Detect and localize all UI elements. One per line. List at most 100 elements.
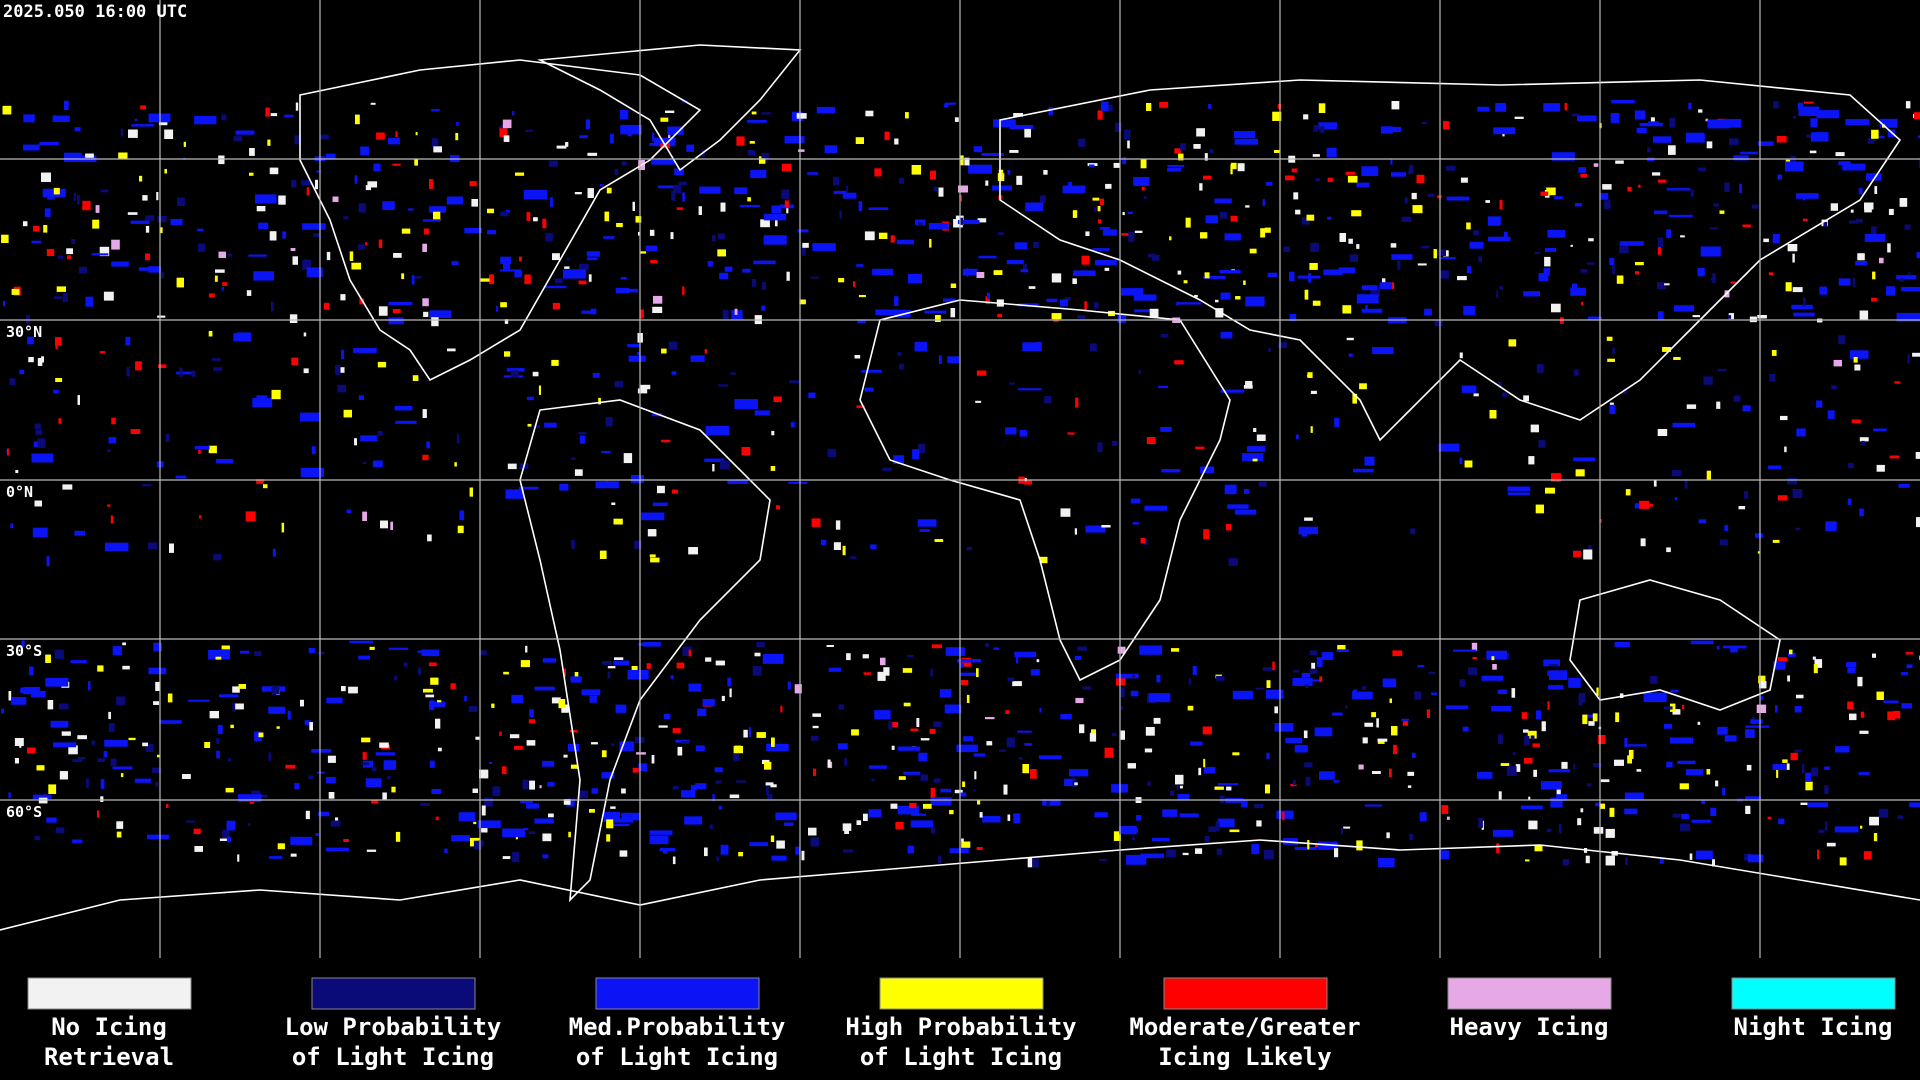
icing-pixel (556, 145, 567, 149)
icing-pixel (1871, 226, 1877, 234)
icing-pixel (450, 683, 456, 690)
icing-pixel (716, 856, 719, 861)
icing-pixel (1879, 118, 1898, 128)
icing-pixel (1816, 110, 1840, 119)
icing-pixel (1809, 150, 1817, 154)
icing-pixel (1409, 834, 1413, 840)
icing-pixel (1796, 193, 1819, 199)
icing-pixel (1309, 650, 1318, 656)
icing-pixel (1127, 763, 1136, 769)
icing-pixel (370, 102, 376, 105)
icing-pixel (187, 699, 210, 702)
icing-pixel (1209, 149, 1214, 154)
icing-pixel (393, 253, 402, 258)
icing-pixel (1536, 364, 1544, 373)
icing-pixel (1336, 649, 1349, 652)
icing-pixel (265, 107, 270, 117)
icing-pixel (945, 647, 965, 656)
icing-pixel (1797, 102, 1804, 110)
icing-pixel (734, 399, 758, 409)
icing-pixel (621, 788, 626, 794)
icing-pixel (437, 747, 442, 752)
icing-pixel (1421, 245, 1430, 249)
icing-pixel (1119, 825, 1137, 835)
icing-pixel (1310, 426, 1313, 433)
icing-pixel (606, 834, 611, 842)
icing-pixel (1496, 843, 1500, 854)
icing-pixel (1605, 828, 1615, 838)
icing-pixel (621, 812, 641, 821)
icing-pixel (1219, 212, 1227, 219)
icing-pixel (1356, 244, 1360, 249)
icing-pixel (359, 298, 365, 305)
icing-pixel (330, 820, 341, 827)
icing-pixel (1588, 238, 1594, 242)
icing-pixel (128, 737, 136, 741)
icing-pixel (1855, 261, 1868, 266)
icing-pixel (1167, 165, 1185, 168)
icing-pixel (619, 850, 628, 857)
icing-pixel (1332, 712, 1343, 716)
icing-pixel (1535, 504, 1544, 514)
icing-pixel (729, 688, 732, 698)
icing-pixel (957, 220, 980, 225)
icing-pixel (661, 439, 671, 443)
icing-pixel (390, 521, 394, 530)
icing-pixel (1345, 171, 1355, 175)
icing-pixel (528, 831, 536, 834)
icing-pixel (632, 767, 639, 773)
icing-pixel (1742, 405, 1751, 412)
icing-pixel (1635, 262, 1644, 266)
icing-pixel (1548, 685, 1564, 690)
icing-pixel (1738, 506, 1746, 510)
icing-pixel (702, 698, 715, 707)
icing-pixel (1305, 776, 1311, 787)
icing-pixel (216, 737, 220, 744)
icing-pixel (170, 218, 183, 226)
icing-pixel (1849, 713, 1857, 721)
icing-pixel (720, 460, 730, 470)
icing-pixel (1707, 119, 1730, 129)
icing-pixel (1386, 832, 1390, 839)
icing-pixel (291, 180, 297, 188)
icing-pixel (1347, 175, 1358, 183)
icing-pixel (753, 260, 776, 265)
icing-pixel (1666, 547, 1671, 553)
icing-pixel (1586, 783, 1592, 787)
icing-pixel (1006, 737, 1015, 748)
icing-pixel (1712, 859, 1715, 867)
icing-pixel (269, 167, 279, 175)
icing-pixel (1349, 254, 1358, 262)
icing-pixel (1473, 230, 1479, 236)
icing-pixel (1528, 456, 1535, 465)
icing-pixel (871, 778, 875, 782)
icing-pixel (1794, 749, 1802, 753)
icing-pixel (489, 274, 494, 285)
icing-pixel (34, 500, 42, 507)
icing-pixel (348, 686, 358, 694)
icing-pixel (619, 110, 629, 120)
icing-pixel (1148, 693, 1171, 703)
icing-pixel (1709, 227, 1718, 230)
icing-pixel (1834, 826, 1859, 833)
icing-pixel (1229, 829, 1240, 833)
icing-pixel (1682, 704, 1685, 710)
icing-pixel (418, 667, 421, 675)
icing-pixel (781, 189, 790, 199)
icing-pixel (1838, 335, 1846, 345)
icing-pixel (1232, 690, 1254, 700)
icing-pixel (1428, 671, 1436, 675)
icing-pixel (1064, 297, 1071, 301)
icing-pixel (1634, 503, 1639, 509)
icing-pixel (688, 649, 691, 657)
icing-pixel (551, 359, 559, 366)
icing-pixel (1657, 237, 1664, 248)
icing-pixel (1659, 857, 1664, 864)
icing-pixel (1548, 769, 1571, 773)
icing-pixel (48, 784, 57, 794)
icing-pixel (979, 812, 983, 818)
icing-pixel (99, 351, 106, 354)
icing-pixel (1627, 755, 1632, 764)
icing-pixel (1295, 209, 1301, 215)
icing-pixel (20, 687, 24, 694)
